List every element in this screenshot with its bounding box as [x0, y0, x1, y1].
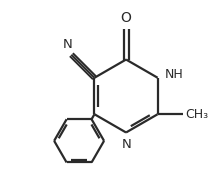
Text: N: N — [122, 138, 132, 151]
Text: NH: NH — [165, 68, 184, 81]
Text: N: N — [63, 38, 73, 51]
Text: O: O — [121, 11, 131, 25]
Text: CH₃: CH₃ — [185, 108, 208, 121]
